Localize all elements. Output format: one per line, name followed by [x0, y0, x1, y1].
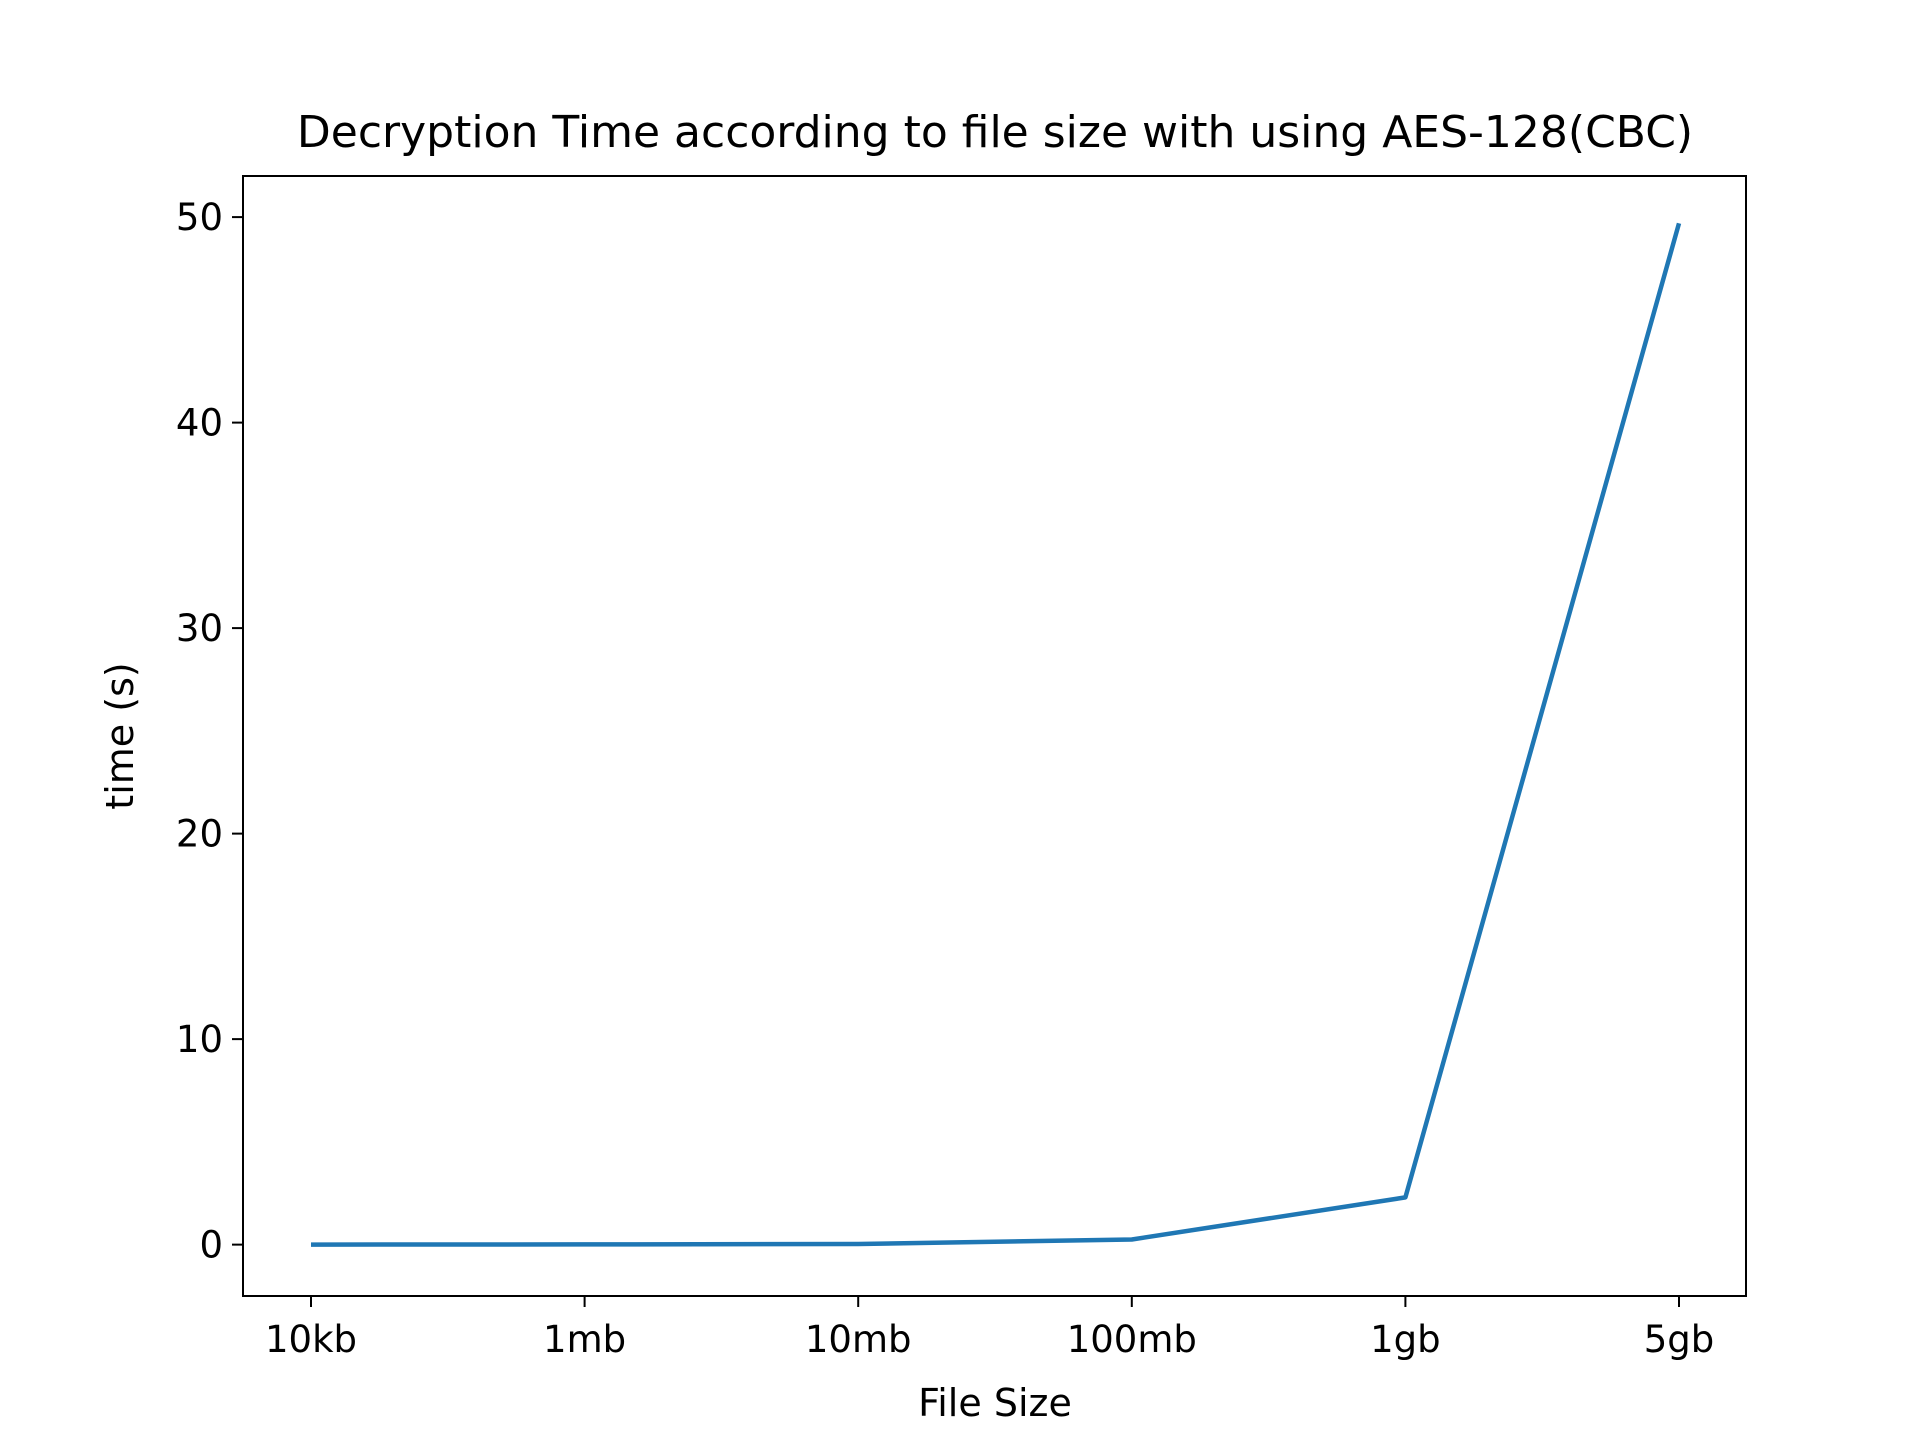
x-axis-label: File Size [918, 1381, 1072, 1425]
series-layer [310, 222, 1682, 1247]
y-axis-label: time (s) [98, 662, 142, 809]
y-tick-label: 40 [176, 402, 223, 445]
plot-frame [242, 175, 1747, 1297]
x-axis-ticks: 10kb 1mb 10mb 100mb 1gb 5gb [265, 1296, 1714, 1361]
x-tick-label: 100mb [1067, 1318, 1197, 1361]
x-tick-label: 1gb [1370, 1318, 1441, 1361]
x-tick-label: 10kb [265, 1318, 357, 1361]
series-line [310, 222, 1682, 1247]
y-tick-label: 0 [199, 1224, 223, 1267]
y-tick-label: 20 [176, 813, 223, 856]
x-tick-label: 10mb [805, 1318, 912, 1361]
chart-title: Decryption Time according to file size w… [297, 107, 1693, 158]
y-tick-label: 50 [176, 196, 223, 239]
y-axis-ticks: 0 10 20 30 40 50 [176, 196, 243, 1267]
y-tick-label: 30 [176, 607, 223, 650]
y-tick-label: 10 [176, 1018, 223, 1061]
x-tick-label: 5gb [1644, 1318, 1715, 1361]
x-tick-label: 1mb [543, 1318, 626, 1361]
